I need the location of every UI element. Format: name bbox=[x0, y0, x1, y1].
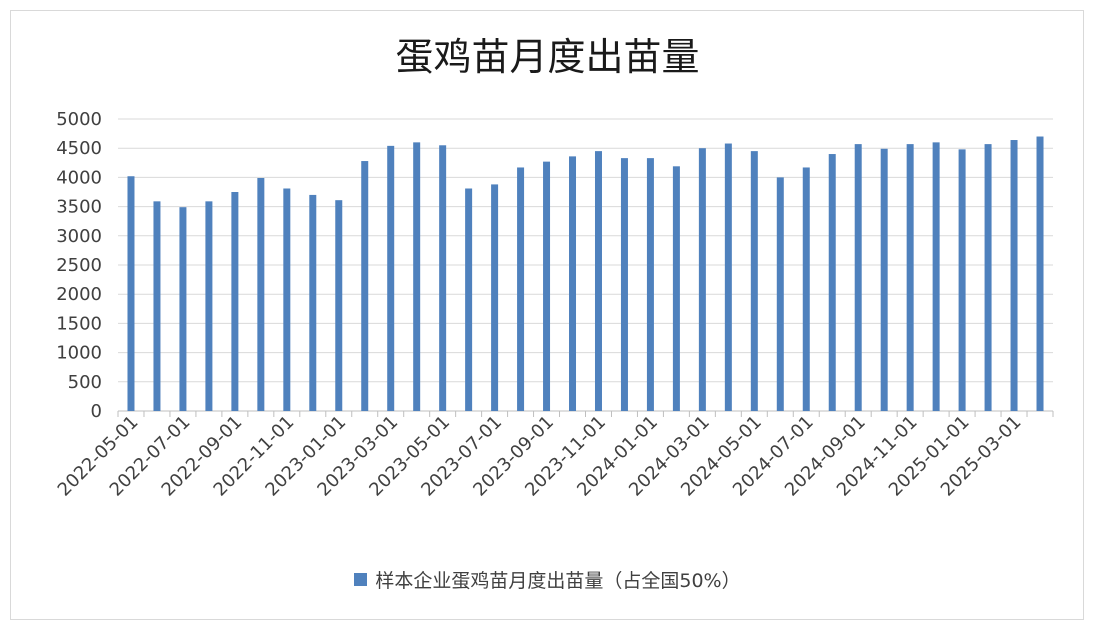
bar bbox=[127, 176, 135, 411]
y-tick-label: 4000 bbox=[56, 167, 102, 188]
y-tick-label: 500 bbox=[68, 372, 102, 393]
y-tick-label: 3500 bbox=[56, 197, 102, 218]
bar bbox=[543, 161, 551, 411]
bar bbox=[257, 177, 265, 411]
bar bbox=[283, 188, 291, 411]
bar bbox=[672, 166, 680, 411]
bar bbox=[776, 177, 784, 411]
bar bbox=[724, 143, 732, 411]
bar bbox=[387, 145, 395, 411]
y-tick-label: 4500 bbox=[56, 138, 102, 159]
bar bbox=[569, 156, 577, 411]
y-tick-label: 2500 bbox=[56, 255, 102, 276]
y-tick-label: 3000 bbox=[56, 226, 102, 247]
y-tick-label: 2000 bbox=[56, 284, 102, 305]
bar bbox=[413, 142, 421, 412]
bar bbox=[932, 142, 940, 412]
bar bbox=[465, 188, 473, 411]
bar bbox=[1036, 136, 1044, 411]
bar bbox=[880, 148, 888, 411]
bar bbox=[335, 200, 343, 411]
legend-swatch bbox=[354, 573, 368, 586]
bar bbox=[205, 201, 213, 411]
y-tick-label: 1000 bbox=[56, 343, 102, 364]
bar bbox=[439, 145, 447, 411]
bar bbox=[1010, 140, 1018, 412]
legend: 样本企业蛋鸡苗月度出苗量（占全国50%） bbox=[0, 566, 1095, 593]
y-tick-label: 1500 bbox=[56, 313, 102, 334]
bar bbox=[309, 194, 317, 411]
bar bbox=[231, 192, 239, 411]
bar bbox=[361, 161, 369, 411]
bar bbox=[620, 158, 628, 411]
y-tick-label: 5000 bbox=[56, 109, 102, 130]
legend-label: 样本企业蛋鸡苗月度出苗量（占全国50%） bbox=[375, 570, 741, 592]
bar bbox=[594, 151, 602, 411]
bar bbox=[984, 144, 992, 411]
bar bbox=[698, 148, 706, 411]
chart-title: 蛋鸡苗月度出苗量 bbox=[395, 35, 700, 79]
bar bbox=[646, 158, 654, 411]
y-tick-label: 0 bbox=[91, 401, 102, 422]
bar bbox=[153, 201, 161, 411]
bar bbox=[179, 207, 187, 411]
bar bbox=[750, 151, 758, 411]
bar bbox=[491, 184, 499, 411]
bar bbox=[958, 149, 966, 412]
bar bbox=[906, 144, 914, 411]
bar bbox=[517, 167, 525, 411]
bar bbox=[802, 167, 810, 411]
bar bbox=[854, 144, 862, 411]
bar bbox=[828, 154, 836, 412]
